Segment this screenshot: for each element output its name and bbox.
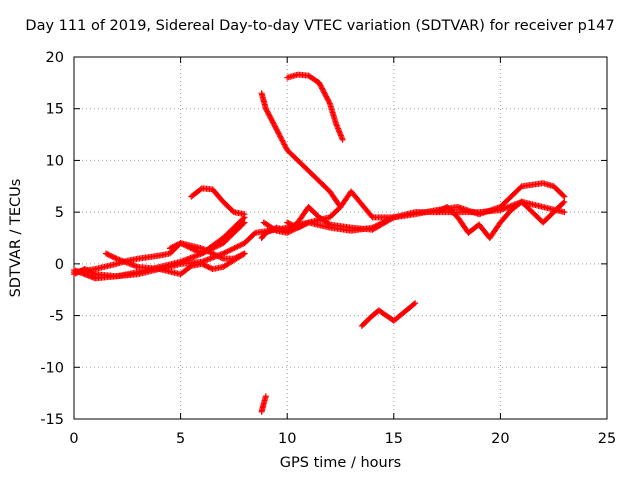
data-point	[560, 192, 567, 199]
data-point	[433, 209, 440, 216]
data-point	[284, 219, 291, 226]
data-point	[108, 253, 115, 260]
data-point	[240, 215, 247, 222]
data-point	[173, 242, 180, 249]
series-arc-2	[71, 219, 248, 282]
series-arc-5	[188, 185, 248, 218]
x-tick-label: 10	[278, 431, 296, 447]
y-tick-label: -15	[40, 412, 64, 428]
data-point	[266, 227, 273, 234]
series-arc-13	[358, 300, 419, 329]
data-point	[172, 242, 179, 249]
x-tick-label: 5	[176, 431, 185, 447]
data-point	[437, 207, 444, 214]
y-tick-label: -5	[50, 309, 64, 325]
data-point	[262, 229, 269, 236]
series-arc-8	[284, 71, 346, 143]
data-point	[561, 193, 568, 200]
data-point	[110, 254, 117, 261]
y-tick-label: 10	[46, 153, 64, 169]
x-tick-label: 20	[491, 431, 509, 447]
data-point	[201, 262, 208, 269]
data-point	[294, 224, 301, 231]
data-points	[71, 71, 568, 415]
data-point	[436, 207, 443, 214]
data-point	[102, 250, 109, 257]
data-point	[240, 251, 247, 258]
chart-title: Day 111 of 2019, Sidereal Day-to-day VTE…	[25, 18, 615, 34]
data-point	[410, 301, 417, 308]
x-tick-label: 0	[69, 431, 78, 447]
data-point	[105, 251, 112, 258]
data-point	[269, 226, 276, 233]
series-arc-6	[166, 214, 248, 257]
data-point	[200, 261, 207, 268]
data-point	[241, 250, 248, 257]
data-point	[286, 220, 293, 227]
data-point	[174, 241, 181, 248]
grid-lines	[74, 57, 607, 419]
x-tick-label: 25	[598, 431, 616, 447]
data-point	[517, 184, 524, 191]
data-point	[339, 136, 346, 143]
data-point	[270, 225, 277, 232]
data-point	[262, 393, 269, 400]
data-point	[202, 262, 209, 269]
data-point	[561, 198, 568, 205]
y-tick-label: 20	[46, 50, 64, 66]
data-point	[302, 220, 309, 227]
data-point	[288, 221, 295, 228]
data-point	[112, 255, 119, 262]
data-point	[265, 228, 272, 235]
data-point	[241, 214, 248, 221]
data-point	[300, 222, 307, 229]
data-point	[560, 199, 567, 206]
data-point	[289, 222, 296, 229]
y-tick-label: 0	[55, 257, 64, 273]
data-point	[168, 244, 175, 251]
data-point	[264, 229, 271, 236]
data-point	[301, 221, 308, 228]
series-arc-4	[102, 250, 248, 278]
data-point	[561, 209, 568, 216]
y-tick-label: -10	[40, 360, 64, 376]
data-point	[440, 205, 447, 212]
data-point	[104, 251, 111, 258]
data-point	[296, 224, 303, 231]
data-point	[285, 220, 292, 227]
series-arc-14	[258, 393, 269, 415]
data-point	[166, 245, 173, 252]
data-point	[187, 263, 194, 270]
series-arc-11	[284, 180, 568, 234]
plot-frame	[73, 56, 608, 420]
data-point	[292, 223, 299, 230]
data-point	[297, 223, 304, 230]
data-point	[298, 222, 305, 229]
data-point	[412, 300, 419, 307]
series-arc-12	[433, 198, 568, 241]
data-point	[204, 263, 211, 270]
y-tick-label: 15	[46, 102, 64, 118]
data-point	[169, 244, 176, 251]
data-point	[438, 206, 445, 213]
x-axis-label: GPS time / hours	[279, 455, 402, 471]
data-point	[106, 252, 113, 259]
data-point	[198, 260, 205, 267]
data-point	[205, 264, 212, 271]
data-point	[290, 222, 297, 229]
data-point	[109, 253, 116, 260]
data-point	[326, 99, 333, 106]
data-point	[268, 227, 275, 234]
x-tick-label: 15	[385, 431, 403, 447]
data-point	[170, 243, 177, 250]
data-point	[197, 186, 204, 193]
data-point	[206, 264, 213, 271]
series-arc-7	[258, 90, 344, 210]
data-point	[434, 208, 441, 215]
axis-ticks: 0 5 10 15 20 25 -15 -10 -5 0 5 10 15 20	[40, 50, 616, 447]
y-tick-label: 5	[55, 205, 64, 221]
